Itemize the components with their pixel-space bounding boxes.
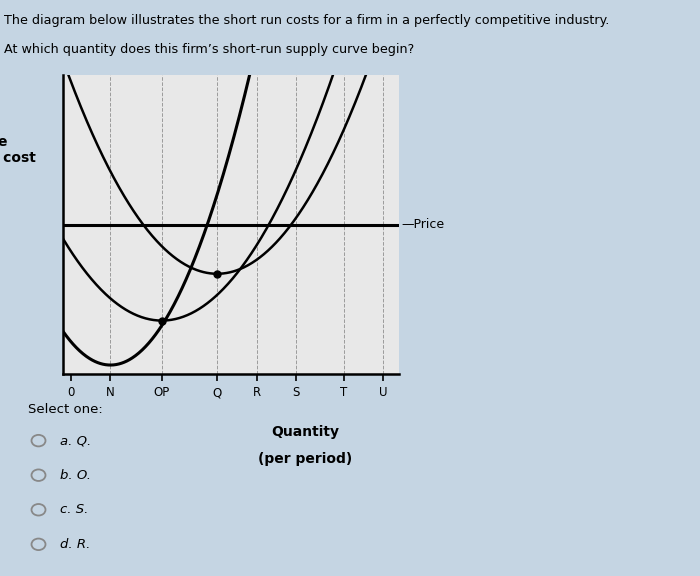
Text: a. Q.: a. Q.	[60, 434, 91, 447]
Text: At which quantity does this firm’s short-run supply curve begin?: At which quantity does this firm’s short…	[4, 43, 414, 56]
Text: Quantity: Quantity	[271, 425, 339, 439]
Text: c. S.: c. S.	[60, 503, 88, 516]
Text: d. R.: d. R.	[60, 538, 90, 551]
Text: Select one:: Select one:	[28, 403, 103, 416]
Text: b. O.: b. O.	[60, 469, 90, 482]
Text: The diagram below illustrates the short run costs for a firm in a perfectly comp: The diagram below illustrates the short …	[4, 14, 609, 28]
Text: Price
and cost: Price and cost	[0, 135, 36, 165]
Text: (per period): (per period)	[258, 452, 352, 467]
Text: —Price: —Price	[401, 218, 444, 231]
